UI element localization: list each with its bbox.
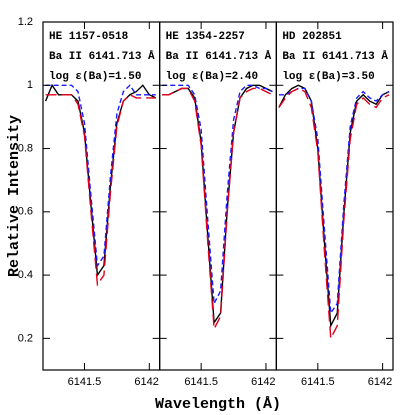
y-tick-label: 0.2 <box>18 332 33 344</box>
y-axis-label: Relative Intensity <box>6 115 23 277</box>
spectrum-line <box>162 84 273 307</box>
annotation: Ba II 6141.713 Å <box>282 50 388 63</box>
spectrum-line <box>162 84 273 325</box>
y-tick-label: 1 <box>27 79 33 91</box>
x-tick-label: 6142 <box>251 376 275 388</box>
y-tick-label: 0.6 <box>18 206 33 218</box>
x-tick-label: 6142 <box>368 376 392 388</box>
panel-frame <box>275 21 394 371</box>
spectrum-line <box>45 93 156 287</box>
annotation: HE 1157-0518 <box>49 31 129 43</box>
annotation: HE 1354-2257 <box>166 31 245 43</box>
spectrum-line <box>45 84 156 268</box>
annotation: log ε(Ba)=3.50 <box>282 71 374 83</box>
y-tick-label: 0.8 <box>18 142 33 154</box>
x-tick-label: 6141.5 <box>301 376 335 388</box>
annotation: log ε(Ba)=1.50 <box>49 71 141 83</box>
spectrum-line <box>162 87 273 332</box>
x-tick-label: 6141.5 <box>68 376 102 388</box>
spectrum-line <box>278 87 390 341</box>
annotation: log ε(Ba)=2.40 <box>166 71 258 83</box>
x-axis-label: Wavelength (Å) <box>155 396 281 413</box>
y-tick-label: 0.4 <box>18 269 33 281</box>
spectrum-line <box>278 84 390 329</box>
y-tick-label: 1.2 <box>18 16 33 28</box>
annotation: Ba II 6141.713 Å <box>49 50 155 63</box>
x-tick-label: 6141.5 <box>184 376 218 388</box>
spectrum-line <box>278 87 390 316</box>
spectrum-line <box>44 83 157 278</box>
annotation: HD 202851 <box>282 31 342 43</box>
annotation: Ba II 6141.713 Å <box>166 50 272 63</box>
x-tick-label: 6142 <box>134 376 158 388</box>
